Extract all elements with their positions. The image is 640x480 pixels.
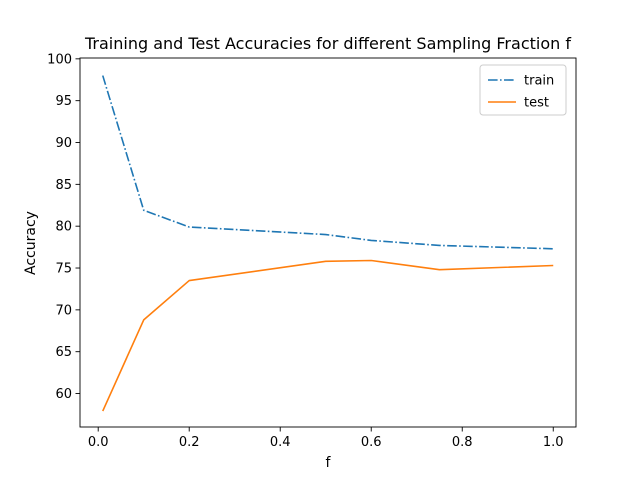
x-tick-label: 0.8 <box>452 435 473 450</box>
y-tick-label: 100 <box>47 52 72 67</box>
y-tick-label: 75 <box>55 262 72 277</box>
x-tick-label: 0.0 <box>88 435 109 450</box>
x-axis-label: f <box>326 455 332 471</box>
legend-label-train: train <box>524 74 554 89</box>
y-tick-label: 80 <box>55 220 72 235</box>
x-tick-label: 0.6 <box>361 435 382 450</box>
y-tick-label: 70 <box>55 303 72 318</box>
y-tick-label: 60 <box>55 387 72 402</box>
legend-box <box>479 64 567 116</box>
series-line-train <box>101 75 554 250</box>
y-tick-label: 85 <box>55 178 72 193</box>
x-tick-label: 1.0 <box>543 435 564 450</box>
y-tick-label: 95 <box>55 94 72 109</box>
x-tick-label: 0.4 <box>270 435 291 450</box>
legend: train test <box>479 64 567 116</box>
y-tick-label: 90 <box>55 136 72 151</box>
axes-frame <box>79 57 577 428</box>
x-tick-label: 0.2 <box>179 435 200 450</box>
y-tick-label: 65 <box>55 345 72 360</box>
y-axis-label: Accuracy <box>23 211 39 275</box>
series-line-test <box>102 259 554 412</box>
legend-label-test: test <box>524 96 549 111</box>
chart-title: Training and Test Accuracies for differe… <box>84 34 571 53</box>
plot-area: 0.0 0.2 0.4 0.6 0.8 1.0 60 65 70 75 80 85 90 95 100 <box>47 52 577 450</box>
